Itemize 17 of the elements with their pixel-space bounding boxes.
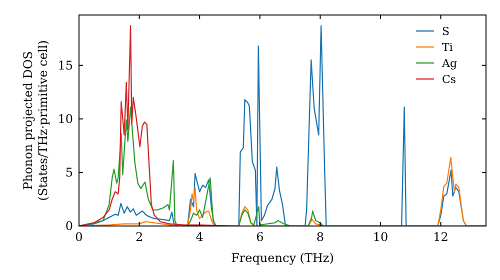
x-tick-label: 4 [196, 230, 204, 244]
legend-label: Cs [442, 72, 456, 86]
x-tick-label: 0 [75, 230, 83, 244]
y-tick-label: 10 [58, 112, 73, 126]
x-tick-label: 12 [433, 230, 448, 244]
legend-label: Ti [442, 40, 454, 54]
x-tick-label: 2 [135, 230, 144, 244]
y-tick-label: 15 [58, 58, 73, 73]
x-axis-title: Frequency (THz) [231, 251, 334, 265]
x-tick-label: 10 [372, 230, 388, 244]
y-tick-label: 0 [65, 219, 73, 234]
x-tick-label: 8 [316, 230, 324, 244]
y-tick-label: 5 [65, 166, 73, 180]
y-axis-title: Phonon projected DOS (States/THz·primitive cell) [21, 40, 50, 201]
x-tick-label: 6 [256, 230, 264, 244]
legend-label: Ag [441, 56, 457, 70]
legend-label: S [442, 24, 450, 38]
